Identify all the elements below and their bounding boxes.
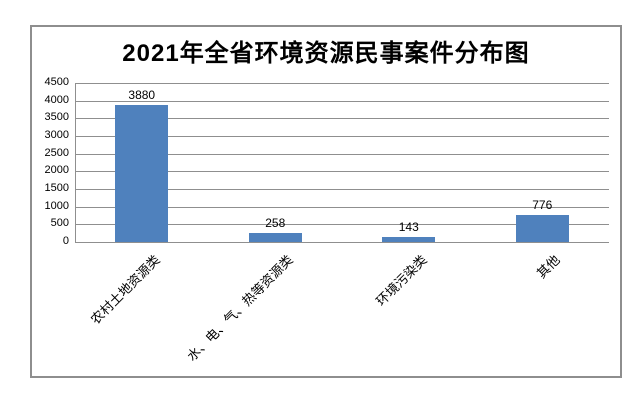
- y-axis-tick-label: 0: [62, 235, 69, 247]
- gridline: [75, 83, 609, 84]
- gridline: [75, 171, 609, 173]
- gridline: [75, 153, 609, 155]
- bar-value-label: 776: [532, 197, 553, 212]
- gridline: [75, 206, 609, 208]
- bar: [248, 232, 302, 242]
- chart-title: 2021年全省环境资源民事案件分布图: [122, 40, 530, 67]
- gridline: [75, 118, 609, 120]
- chart-area: 2021年全省环境资源民事案件分布图 0 500 1000 1500 2000 2500 3…: [30, 25, 622, 378]
- y-axis-tick-label: 2500: [44, 146, 69, 159]
- y-axis-tick-label: 3000: [44, 129, 69, 141]
- gridline: [75, 224, 609, 226]
- y-axis-tick-label: 4500: [44, 76, 69, 88]
- bar: [382, 236, 436, 242]
- y-axis-tick-label: 500: [50, 217, 69, 230]
- y-axis-tick-label: 1500: [44, 182, 69, 194]
- bar-value-label: 258: [265, 215, 286, 230]
- bar: [115, 104, 169, 242]
- y-axis-tick-label: 2000: [44, 164, 69, 177]
- bar-value-label: 3880: [128, 87, 156, 102]
- y-axis-tick-label: 4000: [44, 93, 69, 106]
- x-axis-category-label: 农村土地资源类: [87, 252, 163, 328]
- bar-value-label: 143: [398, 219, 419, 234]
- gridline: [75, 100, 609, 102]
- y-axis-tick-label: 3500: [44, 111, 69, 124]
- gridline: [75, 189, 609, 190]
- bar: [515, 214, 569, 242]
- gridline: [75, 136, 609, 137]
- y-axis-line: [75, 83, 76, 242]
- x-axis-line: [75, 242, 609, 243]
- y-axis-tick-label: 1000: [44, 199, 69, 212]
